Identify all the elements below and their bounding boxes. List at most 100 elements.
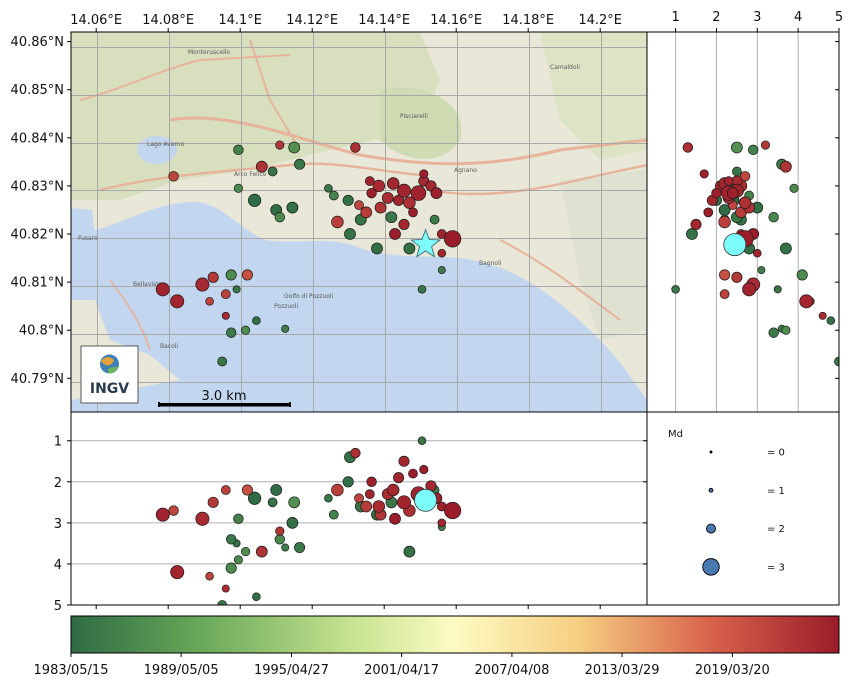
event-point xyxy=(768,327,779,338)
event-point xyxy=(389,512,401,525)
event-point xyxy=(374,201,387,214)
event-point xyxy=(207,271,219,283)
event-point xyxy=(780,160,792,173)
depth-lon-panel: 1 2 3 4 5 xyxy=(54,411,648,614)
lat-tick-label: 40.82°N xyxy=(11,228,64,243)
event-point xyxy=(328,190,339,201)
lat-tick-label: 40.81°N xyxy=(11,276,64,291)
event-point xyxy=(281,543,290,552)
event-point xyxy=(286,517,299,529)
event-point xyxy=(226,534,237,545)
event-point xyxy=(267,166,278,177)
event-point xyxy=(760,140,771,150)
event-point xyxy=(364,489,375,499)
event-point xyxy=(719,289,730,300)
event-point xyxy=(344,228,356,240)
event-point xyxy=(397,495,411,510)
place-label: Golfo di Pozzuoli xyxy=(284,293,334,300)
event-point xyxy=(233,183,243,193)
event-point xyxy=(168,505,179,516)
event-point xyxy=(732,166,742,177)
scalebar: 3.0 km xyxy=(158,389,291,407)
magnitude-legend: Md = 0 = 1 = 2 = 3 xyxy=(646,411,840,606)
legend-label: = 1 xyxy=(767,486,785,497)
event-point xyxy=(195,511,210,526)
event-point xyxy=(328,509,339,520)
event-point xyxy=(354,493,364,504)
event-point xyxy=(281,324,290,333)
event-point xyxy=(205,297,214,306)
event-point xyxy=(419,169,429,179)
event-point xyxy=(398,218,410,230)
event-point xyxy=(241,484,253,496)
event-point xyxy=(170,565,185,580)
event-point xyxy=(398,455,410,467)
colorbar-tick-label: 1989/05/05 xyxy=(144,663,219,678)
event-point xyxy=(385,211,398,224)
event-point xyxy=(255,160,268,173)
event-point xyxy=(233,144,244,156)
place-label: Agnano xyxy=(454,167,477,174)
event-point xyxy=(437,266,446,275)
event-point xyxy=(220,485,231,495)
lon-tick-label: 14.12°E xyxy=(286,13,338,28)
event-point xyxy=(324,493,333,503)
event-point xyxy=(267,497,278,508)
colorbar-tick-label: 1995/04/27 xyxy=(254,663,329,678)
place-label: Bellavista xyxy=(133,281,163,288)
event-point xyxy=(274,211,285,223)
event-point xyxy=(389,228,401,240)
event-point xyxy=(742,282,757,297)
event-point xyxy=(168,171,179,182)
highlight-event xyxy=(414,488,438,512)
event-point xyxy=(826,316,836,325)
highlight-star xyxy=(410,228,441,258)
event-point xyxy=(437,249,447,258)
map-grid xyxy=(71,32,647,412)
depth-lat-panel: 1 2 3 4 5 xyxy=(646,10,843,413)
event-point xyxy=(170,294,185,309)
event-point xyxy=(393,472,405,484)
legend-title: Md xyxy=(668,429,683,440)
event-point xyxy=(397,183,411,198)
event-point xyxy=(408,468,418,479)
colorbar-tick-label: 1983/05/15 xyxy=(34,663,109,678)
event-point xyxy=(248,193,262,207)
event-point xyxy=(233,555,243,565)
event-point xyxy=(364,176,375,186)
lat-tick-label: 40.86°N xyxy=(11,35,64,50)
depth-tick-label: 3 xyxy=(54,517,62,532)
lon-tick-label: 14.2°E xyxy=(578,13,622,28)
event-point xyxy=(275,140,285,150)
event-point xyxy=(739,171,751,182)
event-point xyxy=(731,141,743,154)
event-point xyxy=(393,194,405,206)
event-point xyxy=(241,547,251,557)
event-point xyxy=(443,230,462,248)
depth-tick-label: 1 xyxy=(54,435,62,450)
depth-tick-label: 3 xyxy=(753,10,761,25)
event-point xyxy=(342,476,354,488)
event-point xyxy=(699,169,709,179)
depth-top-ticks: 1 2 3 4 5 xyxy=(671,10,843,379)
event-point xyxy=(671,285,680,294)
logo-text: INGV xyxy=(90,381,129,397)
event-point xyxy=(429,214,440,225)
legend-marker xyxy=(708,487,714,493)
event-point xyxy=(757,266,766,275)
event-point xyxy=(360,500,373,513)
depth-tick-label: 2 xyxy=(54,476,62,491)
event-point xyxy=(410,185,427,201)
event-point xyxy=(437,518,447,528)
event-point xyxy=(381,192,394,204)
event-point xyxy=(288,496,301,509)
lat-tick-label: 40.8°N xyxy=(19,324,64,339)
scalebar-label: 3.0 km xyxy=(202,389,247,404)
depth-lon-points-layer xyxy=(155,436,462,605)
event-point xyxy=(225,269,237,281)
event-point xyxy=(360,206,373,219)
event-point xyxy=(773,285,782,294)
lon-tick-label: 14.1°E xyxy=(218,13,262,28)
event-point xyxy=(366,187,377,199)
